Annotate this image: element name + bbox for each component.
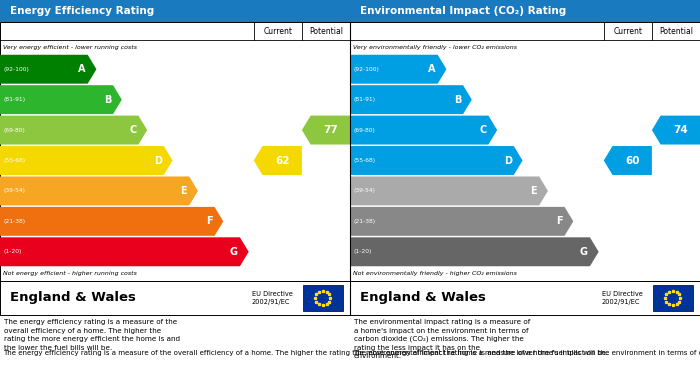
- Text: A: A: [428, 64, 435, 74]
- Text: (69-80): (69-80): [353, 127, 375, 133]
- Text: (55-68): (55-68): [3, 158, 25, 163]
- Polygon shape: [253, 146, 302, 175]
- Polygon shape: [652, 116, 700, 145]
- Bar: [302, 285, 343, 311]
- Polygon shape: [350, 146, 522, 175]
- Text: Energy Efficiency Rating: Energy Efficiency Rating: [10, 6, 155, 16]
- Text: Very environmentally friendly - lower CO₂ emissions: Very environmentally friendly - lower CO…: [353, 45, 517, 50]
- Text: (92-100): (92-100): [353, 67, 379, 72]
- Text: (39-54): (39-54): [353, 188, 375, 194]
- Text: B: B: [104, 95, 111, 105]
- Text: B: B: [454, 95, 461, 105]
- Text: Environmental Impact (CO₂) Rating: Environmental Impact (CO₂) Rating: [360, 6, 567, 16]
- Bar: [652, 285, 693, 311]
- Polygon shape: [350, 207, 573, 236]
- Text: Current: Current: [263, 27, 293, 36]
- Text: Current: Current: [613, 27, 643, 36]
- Text: (1-20): (1-20): [3, 249, 22, 254]
- Text: (69-80): (69-80): [3, 127, 25, 133]
- Polygon shape: [302, 116, 350, 145]
- Polygon shape: [0, 176, 198, 205]
- Text: D: D: [154, 156, 162, 165]
- Bar: [350, 281, 700, 315]
- Text: G: G: [230, 247, 238, 257]
- Text: (21-38): (21-38): [3, 219, 25, 224]
- Polygon shape: [603, 146, 652, 175]
- Text: The environmental impact rating is a measure of a home's impact on the environme: The environmental impact rating is a mea…: [353, 350, 700, 356]
- Bar: [350, 0, 700, 22]
- Bar: [0, 281, 350, 315]
- Polygon shape: [0, 146, 173, 175]
- Text: C: C: [480, 125, 486, 135]
- Text: A: A: [78, 64, 85, 74]
- Polygon shape: [0, 207, 223, 236]
- Polygon shape: [350, 55, 447, 84]
- Text: (1-20): (1-20): [353, 249, 372, 254]
- Bar: [0, 0, 350, 22]
- Bar: [0, 22, 350, 281]
- Text: England & Wales: England & Wales: [10, 292, 136, 305]
- Text: Not environmentally friendly - higher CO₂ emissions: Not environmentally friendly - higher CO…: [353, 271, 517, 276]
- Text: (81-91): (81-91): [353, 97, 375, 102]
- Polygon shape: [350, 85, 472, 114]
- Text: E: E: [181, 186, 187, 196]
- Text: 60: 60: [625, 156, 639, 165]
- Text: EU Directive
2002/91/EC: EU Directive 2002/91/EC: [602, 291, 643, 305]
- Text: 62: 62: [275, 156, 289, 165]
- Polygon shape: [350, 176, 548, 205]
- Text: (81-91): (81-91): [3, 97, 25, 102]
- Text: The environmental impact rating is a measure of
a home's impact on the environme: The environmental impact rating is a mea…: [354, 319, 531, 359]
- Text: F: F: [206, 216, 213, 226]
- Polygon shape: [350, 237, 598, 266]
- Polygon shape: [350, 116, 497, 145]
- Text: 77: 77: [323, 125, 337, 135]
- Polygon shape: [0, 237, 248, 266]
- Text: 74: 74: [673, 125, 687, 135]
- Text: Very energy efficient - lower running costs: Very energy efficient - lower running co…: [3, 45, 137, 50]
- Text: The energy efficiency rating is a measure of the
overall efficiency of a home. T: The energy efficiency rating is a measur…: [4, 319, 180, 350]
- Text: EU Directive
2002/91/EC: EU Directive 2002/91/EC: [252, 291, 293, 305]
- Text: (21-38): (21-38): [353, 219, 375, 224]
- Text: (92-100): (92-100): [3, 67, 29, 72]
- Bar: [350, 22, 700, 281]
- Text: Not energy efficient - higher running costs: Not energy efficient - higher running co…: [3, 271, 137, 276]
- Text: D: D: [504, 156, 512, 165]
- Text: G: G: [580, 247, 588, 257]
- Text: Potential: Potential: [309, 27, 343, 36]
- Polygon shape: [0, 116, 147, 145]
- Text: England & Wales: England & Wales: [360, 292, 486, 305]
- Polygon shape: [0, 85, 122, 114]
- Text: (39-54): (39-54): [3, 188, 25, 194]
- Text: C: C: [130, 125, 136, 135]
- Text: The energy efficiency rating is a measure of the overall efficiency of a home. T: The energy efficiency rating is a measur…: [3, 350, 608, 356]
- Text: Potential: Potential: [659, 27, 693, 36]
- Text: E: E: [531, 186, 537, 196]
- Text: F: F: [556, 216, 563, 226]
- Polygon shape: [0, 55, 97, 84]
- Text: (55-68): (55-68): [353, 158, 375, 163]
